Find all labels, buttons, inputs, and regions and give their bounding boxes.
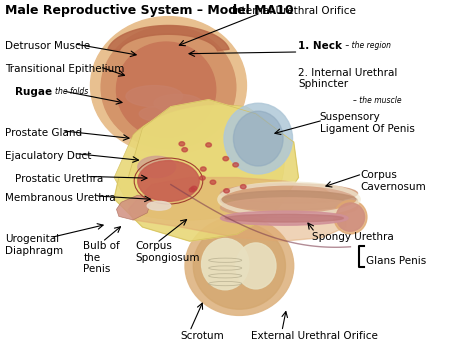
Ellipse shape xyxy=(154,94,202,112)
Circle shape xyxy=(179,142,185,146)
Polygon shape xyxy=(108,26,229,51)
Ellipse shape xyxy=(220,191,357,210)
Text: Prostate Gland: Prostate Gland xyxy=(5,128,82,138)
Ellipse shape xyxy=(220,211,348,225)
Text: External Urethral Orifice: External Urethral Orifice xyxy=(251,331,378,341)
Text: Internal Urethral Orifice: Internal Urethral Orifice xyxy=(232,6,356,16)
PathPatch shape xyxy=(114,105,284,220)
Ellipse shape xyxy=(185,217,294,315)
Ellipse shape xyxy=(225,214,343,222)
Circle shape xyxy=(182,148,188,152)
Ellipse shape xyxy=(336,203,365,231)
Circle shape xyxy=(200,176,205,180)
Text: Scrotum: Scrotum xyxy=(180,331,224,341)
Polygon shape xyxy=(128,178,346,241)
Text: Ejaculatory Duct: Ejaculatory Duct xyxy=(5,151,92,161)
Text: Detrusor Muscle: Detrusor Muscle xyxy=(5,42,91,51)
Circle shape xyxy=(189,188,195,192)
Text: – the muscle: – the muscle xyxy=(353,96,401,105)
Ellipse shape xyxy=(117,42,216,137)
Text: Prostatic Urethra: Prostatic Urethra xyxy=(15,174,103,184)
Ellipse shape xyxy=(236,243,276,289)
Ellipse shape xyxy=(126,86,182,107)
Text: – the region: – the region xyxy=(343,42,392,50)
Circle shape xyxy=(201,167,206,171)
Circle shape xyxy=(224,189,229,193)
Ellipse shape xyxy=(101,26,236,148)
Ellipse shape xyxy=(220,184,357,203)
Text: Glans Penis: Glans Penis xyxy=(365,256,426,266)
Text: 2. Internal Urethral
Sphincter: 2. Internal Urethral Sphincter xyxy=(299,68,398,89)
Text: Rugae: Rugae xyxy=(15,87,52,97)
Text: Urogenital
Diaphragm: Urogenital Diaphragm xyxy=(5,234,64,256)
Text: Corpus
Cavernosum: Corpus Cavernosum xyxy=(360,170,426,192)
Text: Spongy Urethra: Spongy Urethra xyxy=(312,232,393,242)
Circle shape xyxy=(206,143,211,147)
Ellipse shape xyxy=(91,17,246,154)
PathPatch shape xyxy=(117,195,152,220)
Text: Bulb of
the
Penis: Bulb of the Penis xyxy=(83,241,120,274)
Circle shape xyxy=(223,157,228,161)
Ellipse shape xyxy=(193,223,285,309)
Text: Transitional Epithelium: Transitional Epithelium xyxy=(5,64,125,74)
Ellipse shape xyxy=(220,198,357,217)
Ellipse shape xyxy=(334,200,367,234)
Ellipse shape xyxy=(224,103,292,174)
Ellipse shape xyxy=(147,201,171,210)
Ellipse shape xyxy=(139,106,179,121)
Ellipse shape xyxy=(138,161,199,201)
Ellipse shape xyxy=(234,111,283,166)
Text: Membranous Urethra: Membranous Urethra xyxy=(5,193,116,203)
Text: Male Reproductive System – Model MA10: Male Reproductive System – Model MA10 xyxy=(5,4,294,17)
Text: Corpus
Spongiosum: Corpus Spongiosum xyxy=(136,241,200,263)
Circle shape xyxy=(191,186,197,191)
Circle shape xyxy=(210,180,216,184)
Text: the folds: the folds xyxy=(55,87,88,96)
Ellipse shape xyxy=(201,239,249,290)
Text: 1. Neck: 1. Neck xyxy=(299,42,342,51)
Ellipse shape xyxy=(138,156,175,178)
Polygon shape xyxy=(114,100,299,241)
Circle shape xyxy=(233,163,238,167)
Circle shape xyxy=(240,185,246,189)
Text: Suspensory
Ligament Of Penis: Suspensory Ligament Of Penis xyxy=(319,112,415,134)
